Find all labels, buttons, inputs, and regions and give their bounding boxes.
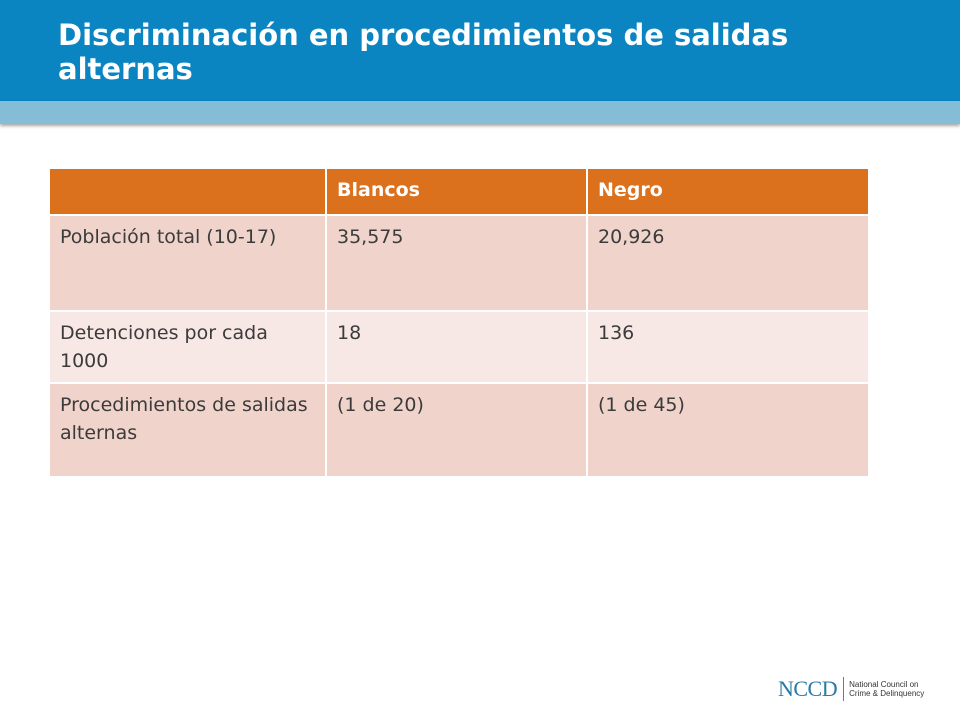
logo-text: National Council on Crime & Delinquency — [844, 680, 929, 698]
title-banner — [0, 0, 960, 101]
row-label: Población total (10-17) — [48, 214, 327, 312]
table-row: Detenciones por cada 1000 18 136 — [48, 310, 870, 384]
logo-line-2: Crime & Delinquency — [849, 689, 925, 698]
logo-line-1: National Council on — [849, 680, 919, 689]
table-cell: 35,575 — [325, 214, 588, 312]
title-banner-stripe — [0, 101, 960, 124]
table-header-blancos: Blancos — [325, 167, 588, 216]
slide-title: Discriminación en procedimientos de sali… — [58, 18, 789, 86]
table-cell: (1 de 20) — [325, 382, 588, 478]
table-row: Población total (10-17) 35,575 20,926 — [48, 214, 870, 312]
table-header-cell-empty — [48, 167, 327, 216]
row-label: Detenciones por cada 1000 — [48, 310, 327, 384]
table-cell: 18 — [325, 310, 588, 384]
table-row: Procedimientos de salidas alternas (1 de… — [48, 382, 870, 478]
table-cell: 136 — [586, 310, 870, 384]
table-cell: 20,926 — [586, 214, 870, 312]
table-header-row: Blancos Negro — [48, 167, 870, 216]
nccd-logo: NCCD National Council on Crime & Delinqu… — [778, 676, 929, 702]
row-label: Procedimientos de salidas alternas — [48, 382, 327, 478]
logo-mark: NCCD — [778, 677, 845, 701]
comparison-table: Blancos Negro Población total (10-17) 35… — [48, 167, 870, 478]
table-header-negro: Negro — [586, 167, 870, 216]
table-cell: (1 de 45) — [586, 382, 870, 478]
